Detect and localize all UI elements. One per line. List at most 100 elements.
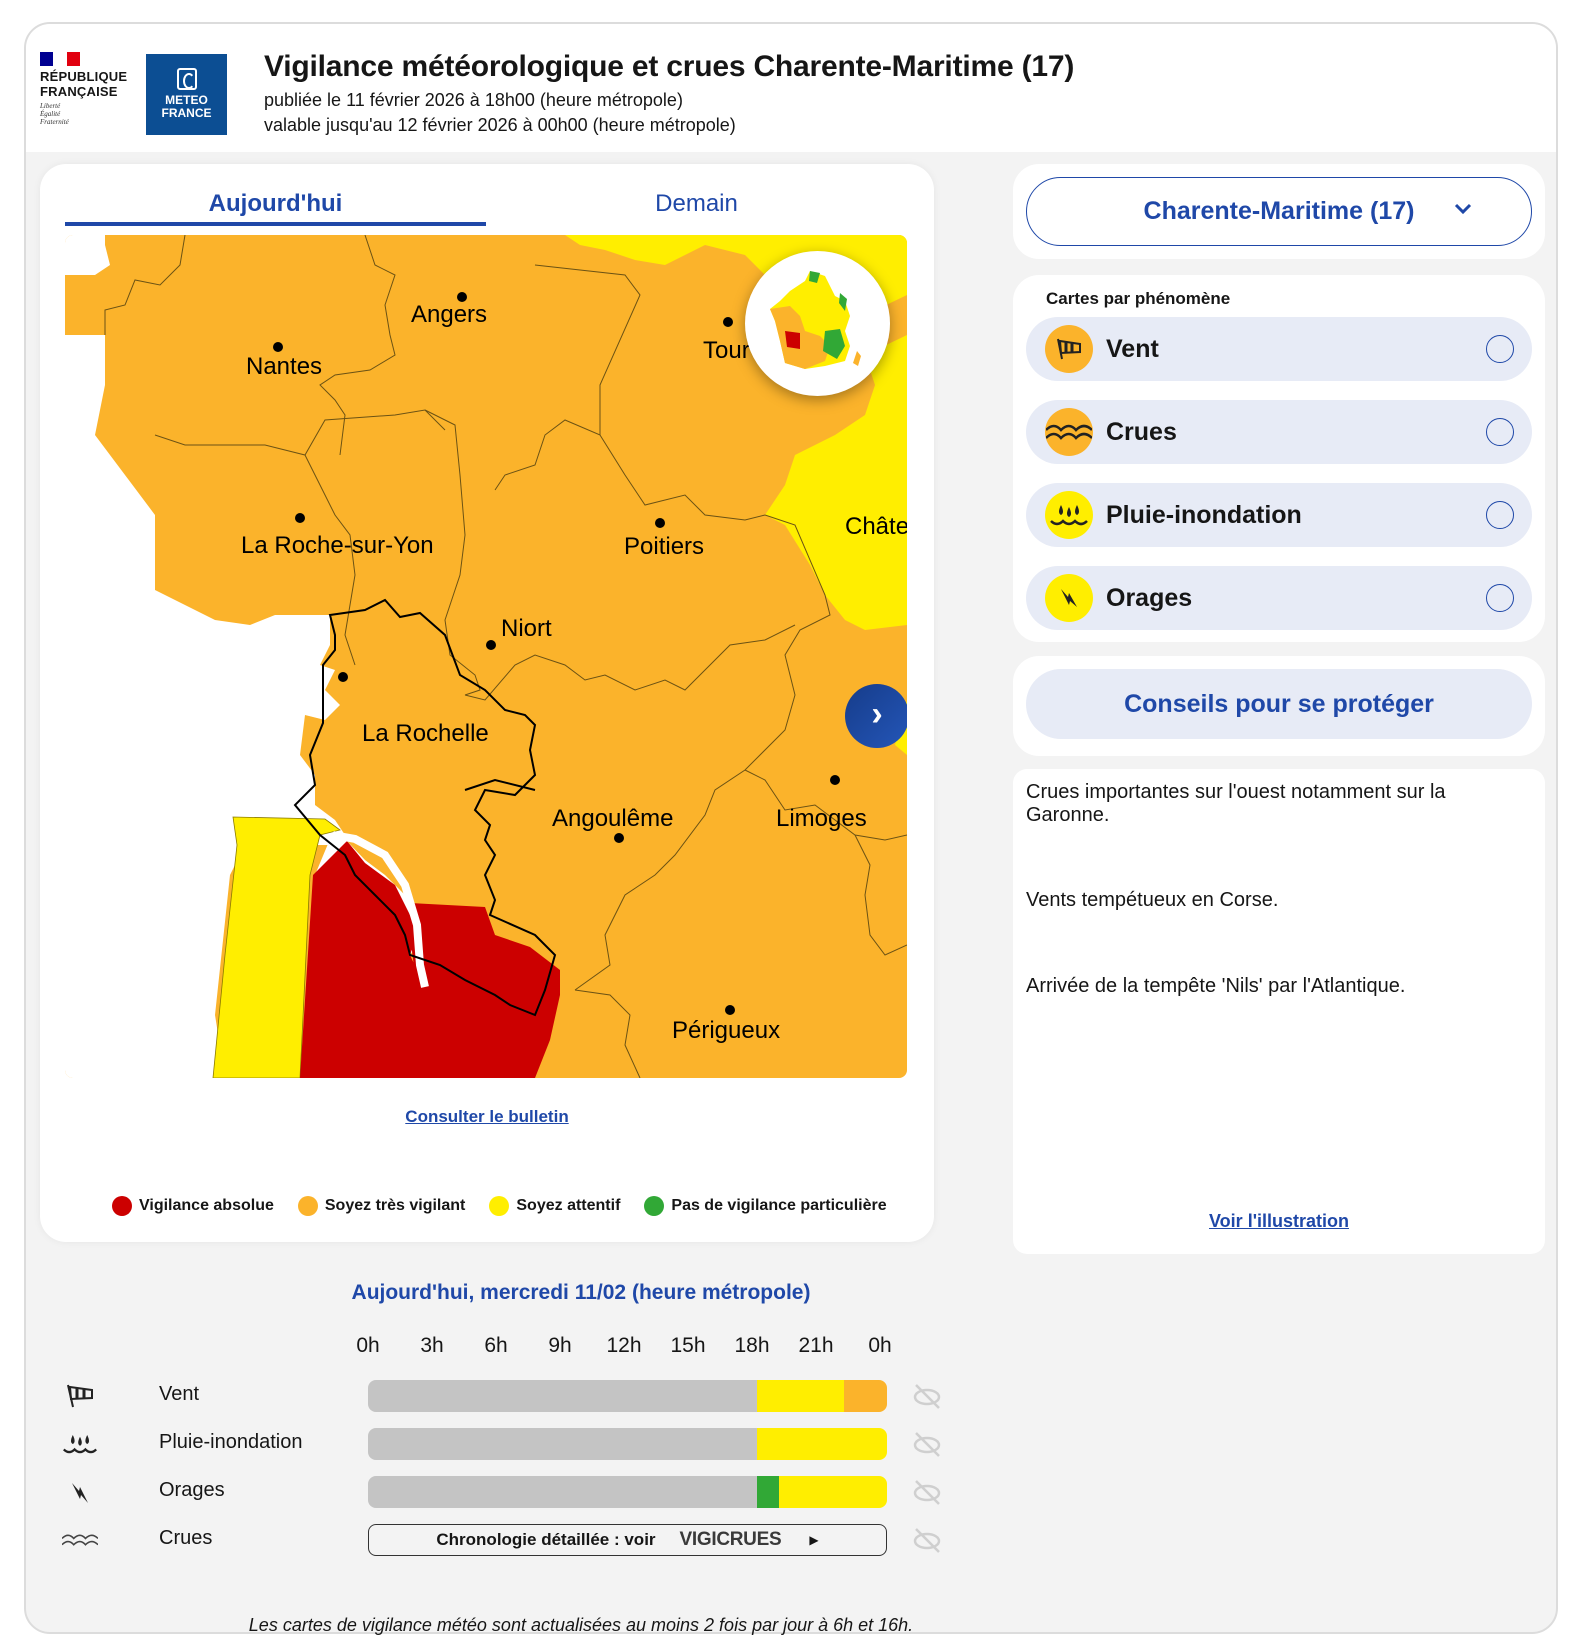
timeline-row-crues: Crues Chronologie détaillée : voir VIGIC…: [54, 1524, 941, 1556]
radio-orages[interactable]: [1486, 584, 1514, 612]
radio-crues[interactable]: [1486, 418, 1514, 446]
timeline-bar-orages: [368, 1476, 887, 1508]
voir-illustration-link[interactable]: Voir l'illustration: [1209, 1211, 1349, 1231]
eye-slash-icon[interactable]: [912, 1430, 942, 1458]
city-label-perigueux: Périgueux: [672, 1017, 781, 1044]
rain-flood-icon: [1045, 491, 1093, 539]
map-regions: [65, 235, 907, 1078]
french-flag-icon: [40, 52, 80, 66]
timeline-bar-vent: [368, 1380, 887, 1412]
windsock-icon: [1045, 325, 1093, 373]
message-corse: Vents tempétueux en Corse.: [1026, 889, 1279, 911]
department-select[interactable]: Charente-Maritime (17): [1026, 177, 1532, 246]
city-label-tours: Tour: [703, 337, 750, 364]
tab-tomorrow[interactable]: Demain: [655, 190, 738, 217]
radio-pluie-inondation[interactable]: [1486, 501, 1514, 529]
tab-today[interactable]: Aujourd'hui: [65, 182, 486, 226]
meteo-france-logo: METEO FRANCE: [146, 54, 227, 135]
radio-vent[interactable]: [1486, 335, 1514, 363]
eye-slash-icon[interactable]: [912, 1382, 942, 1410]
city-label-angouleme: Angoulême: [552, 805, 674, 832]
city-label-poitiers: Poitiers: [624, 533, 705, 560]
segment-green: [757, 1476, 779, 1508]
city-dot: [725, 1005, 735, 1015]
legend-item-red: Vigilance absolue: [112, 1196, 274, 1216]
segment-grey: [368, 1476, 758, 1508]
phenomene-item-crues[interactable]: Crues: [1026, 400, 1532, 464]
legend-item-yellow: Soyez attentif: [489, 1196, 620, 1216]
legend-item-orange: Soyez très vigilant: [297, 1196, 465, 1216]
city-dot: [614, 833, 624, 843]
map-card: Aujourd'hui Demain: [40, 164, 934, 1242]
republique-francaise-logo: RÉPUBLIQUE FRANÇAISE Liberté Égalité Fra…: [40, 52, 140, 137]
phenomene-item-orages[interactable]: Orages: [1026, 566, 1532, 630]
city-label-niort: Niort: [501, 615, 552, 642]
messages-card: Crues importantes sur l'ouest notamment …: [1013, 769, 1545, 1254]
vigilance-map[interactable]: Angers Nantes Tour La Roche-sur-Yon Poit…: [65, 235, 907, 1078]
valid-until: valable jusqu'au 12 février 2026 à 00h00…: [264, 115, 736, 135]
phenomenes-card: Cartes par phénomène Vent Crues Pluie-in…: [1013, 275, 1545, 642]
city-dot: [295, 513, 305, 523]
day-tabs: Aujourd'hui Demain: [65, 182, 907, 226]
page-title: Vigilance météorologique et crues Charen…: [264, 50, 1075, 83]
phenomene-item-pluie-inondation[interactable]: Pluie-inondation: [1026, 483, 1532, 547]
conseils-card: Conseils pour se protéger: [1013, 656, 1545, 756]
timeline-row-vent: Vent: [54, 1380, 941, 1412]
city-dot: [655, 518, 665, 528]
header: RÉPUBLIQUE FRANÇAISE Liberté Égalité Fra…: [26, 24, 1556, 152]
red-dot-icon: [112, 1196, 132, 1216]
message-crues: Crues importantes sur l'ouest notamment …: [1026, 781, 1446, 826]
france-overview-map-button[interactable]: [745, 251, 890, 396]
segment-yellow: [757, 1380, 844, 1412]
timeline-bar-pluie-inondation: [368, 1428, 887, 1460]
waves-icon: [1045, 408, 1093, 456]
segment-yellow: [778, 1476, 887, 1508]
message-tempete: Arrivée de la tempête 'Nils' par l'Atlan…: [1026, 975, 1406, 997]
windsock-icon: [62, 1380, 98, 1412]
legend-item-green: Pas de vigilance particulière: [644, 1196, 887, 1216]
rf-motto: Liberté Égalité Fraternité: [40, 102, 69, 126]
timeline-row-orages: Orages: [54, 1476, 941, 1508]
timeline-hours: 0h 3h 6h 9h 12h 15h 18h 21h 0h: [356, 1334, 892, 1357]
update-footnote: Les cartes de vigilance météo sont actua…: [248, 1615, 914, 1635]
meteo-france-icon: [176, 68, 197, 90]
city-dot: [457, 292, 467, 302]
eye-slash-icon[interactable]: [912, 1478, 942, 1506]
timeline-title: Aujourd'hui, mercredi 11/02 (heure métro…: [351, 1281, 811, 1304]
eye-slash-icon[interactable]: [912, 1526, 942, 1554]
chevron-down-icon: [1453, 196, 1473, 222]
consult-bulletin-link[interactable]: Consulter le bulletin: [405, 1107, 569, 1126]
rf-name: RÉPUBLIQUE FRANÇAISE: [40, 69, 128, 99]
city-label-limoges: Limoges: [776, 805, 867, 832]
waves-icon: [62, 1524, 98, 1556]
phenomene-item-vent[interactable]: Vent: [1026, 317, 1532, 381]
play-arrow-icon: ▶: [809, 1533, 819, 1547]
vigilance-legend: Vigilance absolue Soyez très vigilant So…: [112, 1196, 887, 1216]
city-label-chateauroux: Châte: [845, 513, 907, 540]
lightning-icon: [1045, 574, 1093, 622]
green-dot-icon: [644, 1196, 665, 1216]
lightning-icon: [62, 1476, 98, 1508]
city-dot: [273, 342, 283, 352]
title-block: Vigilance météorologique et crues Charen…: [264, 50, 1074, 136]
timeline-row-pluie-inondation: Pluie-inondation: [54, 1428, 941, 1460]
city-label-nantes: Nantes: [246, 353, 323, 380]
page-frame: RÉPUBLIQUE FRANÇAISE Liberté Égalité Fra…: [24, 22, 1558, 1635]
vigicrues-logo: VIGICRUES: [679, 1529, 782, 1550]
vigicrues-link-button[interactable]: Chronologie détaillée : voir VIGICRUES ▶: [368, 1524, 887, 1556]
next-arrow-button[interactable]: ›: [845, 684, 907, 748]
city-dot: [338, 672, 348, 682]
segment-orange: [843, 1380, 887, 1412]
city-label-angers: Angers: [411, 301, 488, 328]
segment-yellow: [757, 1428, 887, 1460]
phenomenes-title: Cartes par phénomène: [1046, 289, 1231, 308]
rain-flood-icon: [62, 1428, 98, 1460]
orange-dot-icon: [297, 1196, 318, 1216]
city-dot: [723, 317, 733, 327]
city-dot: [486, 640, 496, 650]
city-label-la-roche-sur-yon: La Roche-sur-Yon: [241, 532, 434, 559]
city-dot: [830, 775, 840, 785]
city-label-la-rochelle: La Rochelle: [362, 720, 489, 747]
conseils-button[interactable]: Conseils pour se protéger: [1026, 669, 1532, 739]
segment-grey: [368, 1428, 758, 1460]
